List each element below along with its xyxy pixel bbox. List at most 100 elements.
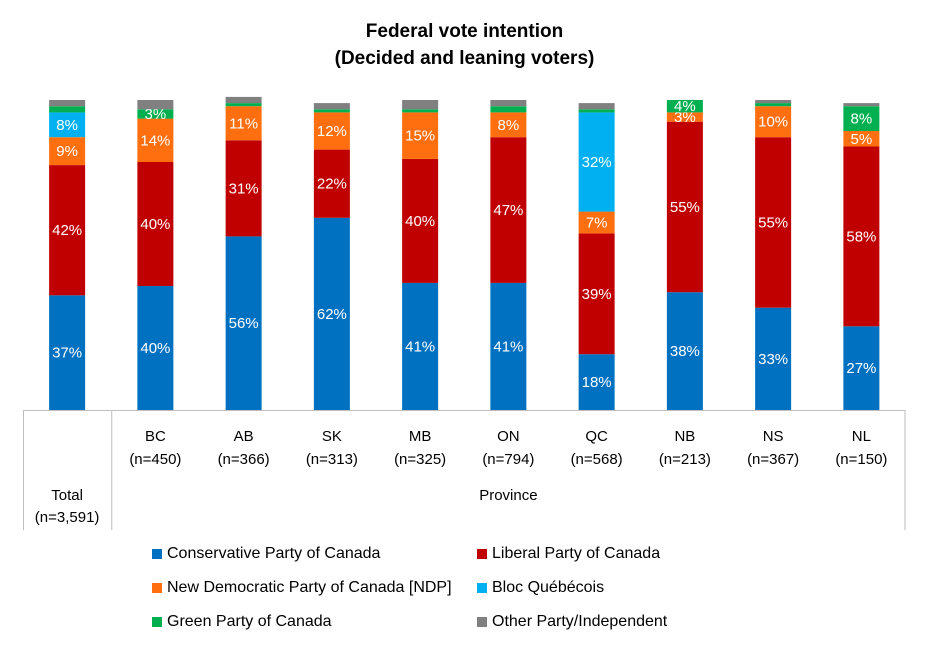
- data-label-on-0: 41%: [493, 338, 523, 355]
- bar-segment-ab-4: [225, 103, 262, 107]
- bar-segment-qc-5: [578, 103, 615, 110]
- legend-label: Other Party/Independent: [492, 613, 668, 630]
- chart-title-line1: Federal vote intention: [365, 21, 564, 42]
- bar-segment-sk-2: [313, 112, 350, 150]
- data-label-ns-2: 10%: [758, 114, 788, 131]
- bar-segment-sk-5: [313, 103, 350, 110]
- group-label-province: Province: [479, 487, 537, 504]
- chart-title: Federal vote intention (Decided and lean…: [0, 18, 929, 72]
- data-label-qc-0: 18%: [582, 374, 612, 391]
- data-label-total-0: 37%: [52, 345, 82, 362]
- bar-segment-qc-1: [578, 233, 615, 355]
- data-label-nl-1: 58%: [846, 228, 876, 245]
- bar-segment-sk-4: [313, 109, 350, 113]
- bar-segment-ab-1: [225, 140, 262, 237]
- data-label-ns-1: 55%: [758, 214, 788, 231]
- bar-segment-total-2: [49, 137, 86, 166]
- bar-segment-ns-2: [755, 106, 792, 138]
- data-label-ab-1: 31%: [229, 180, 259, 197]
- category-label-ns: NS: [763, 428, 784, 445]
- data-label-nl-4: 8%: [851, 111, 873, 128]
- bar-segment-ns-0: [755, 307, 792, 410]
- legend-swatch: [477, 617, 487, 627]
- data-label-ab-2: 11%: [229, 115, 258, 132]
- bar-segment-total-1: [49, 165, 86, 296]
- data-label-nl-2: 5%: [851, 131, 873, 148]
- legend-swatch: [152, 617, 162, 627]
- bar-segment-on-1: [490, 137, 527, 283]
- chart-title-line2: (Decided and leaning voters): [334, 48, 595, 69]
- bar-segment-nb-4: [666, 100, 703, 113]
- data-label-on-1: 47%: [493, 202, 523, 219]
- data-label-nb-2: 3%: [674, 109, 696, 126]
- data-label-bc-2: 14%: [140, 132, 170, 149]
- category-n-ab: (n=366): [218, 451, 270, 468]
- bar-segment-mb-0: [402, 282, 439, 410]
- bar-segment-on-0: [490, 282, 527, 410]
- bar-segment-nb-2: [666, 112, 703, 122]
- legend-item: Liberal Party of Canada: [477, 545, 660, 563]
- bar-segment-total-5: [49, 100, 86, 107]
- bar-segment-qc-4: [578, 109, 615, 113]
- data-label-on-2: 8%: [498, 117, 520, 134]
- bar-segment-bc-4: [137, 109, 174, 119]
- bar-segment-qc-3: [578, 112, 615, 212]
- category-label-sk: SK: [322, 428, 342, 445]
- bar-segment-nb-1: [666, 121, 703, 293]
- bar-segment-qc-2: [578, 211, 615, 234]
- data-label-total-1: 42%: [52, 222, 82, 239]
- bar-segment-nl-0: [843, 326, 880, 410]
- bar-segment-bc-1: [137, 162, 174, 286]
- bar-segment-qc-0: [578, 354, 615, 410]
- bar-segment-nl-4: [843, 106, 880, 131]
- bar-segment-ns-1: [755, 137, 792, 308]
- data-label-qc-2: 7%: [586, 214, 608, 231]
- data-label-ns-0: 33%: [758, 351, 788, 368]
- data-label-total-3: 8%: [56, 117, 78, 134]
- bar-segment-ab-5: [225, 96, 262, 104]
- legend-label: Green Party of Canada: [167, 613, 332, 630]
- legend-swatch: [152, 549, 162, 559]
- category-n-nl: (n=150): [835, 451, 887, 468]
- bar-segment-total-0: [49, 295, 86, 410]
- legend-swatch: [477, 549, 487, 559]
- category-n-nb: (n=213): [659, 451, 711, 468]
- legend-item: New Democratic Party of Canada [NDP]: [152, 579, 452, 597]
- bar-segment-bc-0: [137, 286, 174, 410]
- data-label-nl-0: 27%: [846, 360, 876, 377]
- data-label-qc-3: 32%: [582, 154, 612, 171]
- bar-segment-mb-2: [402, 112, 439, 159]
- bar-segment-mb-1: [402, 158, 439, 283]
- data-label-nb-0: 38%: [670, 343, 700, 360]
- data-label-sk-2: 12%: [317, 123, 347, 140]
- bar-segment-ab-0: [225, 236, 262, 410]
- data-label-mb-2: 15%: [405, 128, 435, 145]
- category-label-total: Total: [51, 487, 83, 504]
- category-label-qc: QC: [585, 428, 608, 445]
- category-n-qc: (n=568): [571, 451, 623, 468]
- bar-segment-nl-2: [843, 131, 880, 147]
- data-label-sk-1: 22%: [317, 176, 347, 193]
- data-label-bc-1: 40%: [140, 216, 170, 233]
- legend-label: Bloc Québécois: [492, 579, 605, 596]
- category-label-bc: BC: [145, 428, 166, 445]
- bar-segment-nl-1: [843, 146, 880, 327]
- category-n-sk: (n=313): [306, 451, 358, 468]
- category-n-total: (n=3,591): [35, 509, 100, 526]
- legend-item: Conservative Party of Canada: [152, 545, 380, 563]
- data-label-bc-0: 40%: [140, 340, 170, 357]
- category-label-nb: NB: [674, 428, 695, 445]
- category-label-mb: MB: [409, 428, 432, 445]
- data-label-mb-0: 41%: [405, 338, 435, 355]
- bar-segment-nb-0: [666, 292, 703, 410]
- bar-segment-sk-1: [313, 149, 350, 218]
- bar-segment-bc-2: [137, 118, 174, 162]
- bar-segment-ns-5: [755, 100, 792, 104]
- bar-segment-on-4: [490, 106, 527, 113]
- category-label-ab: AB: [234, 428, 254, 445]
- legend-swatch: [477, 583, 487, 593]
- bar-segment-nl-5: [843, 103, 880, 107]
- data-label-bc-4: 3%: [145, 106, 167, 123]
- bar-segment-mb-5: [402, 100, 439, 110]
